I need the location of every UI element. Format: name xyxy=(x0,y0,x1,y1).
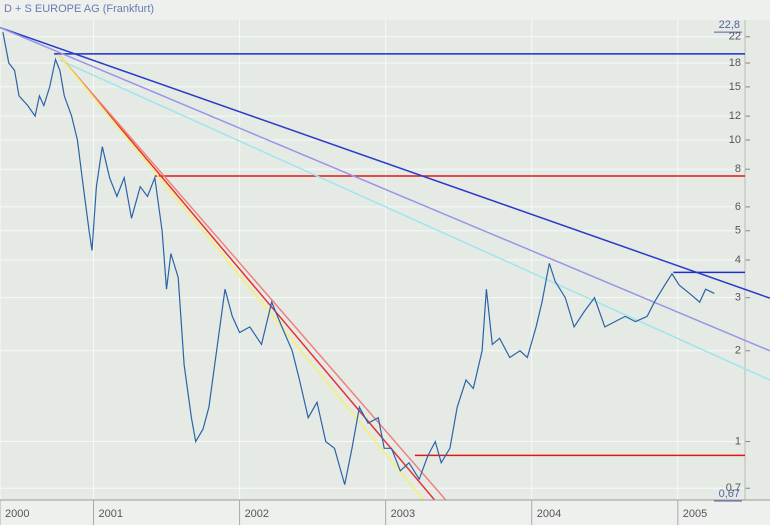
y-tick-label: 2 xyxy=(735,345,741,357)
x-tick-label: 2000 xyxy=(5,508,29,520)
extreme-label: 0,67 xyxy=(719,488,740,500)
x-tick-label: 2005 xyxy=(683,508,707,520)
trendline xyxy=(57,54,436,500)
x-tick-label: 2003 xyxy=(391,508,415,520)
y-tick-label: 0,7 xyxy=(726,482,741,494)
y-tick-label: 6 xyxy=(735,201,741,213)
y-tick-label: 3 xyxy=(735,292,741,304)
y-tick-label: 8 xyxy=(735,163,741,175)
y-tick-label: 12 xyxy=(729,110,741,122)
trendline xyxy=(59,59,770,381)
y-tick-label: 1 xyxy=(735,435,741,447)
y-tick-label: 18 xyxy=(729,57,741,69)
trendline xyxy=(57,54,425,500)
y-tick-label: 5 xyxy=(735,225,741,237)
trendline xyxy=(0,26,770,352)
x-tick-label: 2001 xyxy=(98,508,122,520)
lines xyxy=(0,26,770,500)
y-tick-label: 10 xyxy=(729,134,741,146)
extreme-label: 22,8 xyxy=(719,19,740,31)
y-tick-label: 22 xyxy=(729,31,741,43)
chart-title: D + S EUROPE AG (Frankfurt) xyxy=(4,3,154,15)
labels: 22 18 15 12 10 8 6 5 4 3 2 1 0,7 2000 2001 2002 2003 2004… xyxy=(5,19,742,520)
x-tick-label: 2002 xyxy=(245,508,269,520)
grid xyxy=(0,20,750,525)
y-tick-label: 4 xyxy=(735,254,741,266)
price-line xyxy=(2,31,715,485)
trendline xyxy=(57,54,447,500)
x-tick-label: 2004 xyxy=(537,508,561,520)
y-tick-label: 15 xyxy=(729,81,741,93)
trendline xyxy=(0,26,770,299)
